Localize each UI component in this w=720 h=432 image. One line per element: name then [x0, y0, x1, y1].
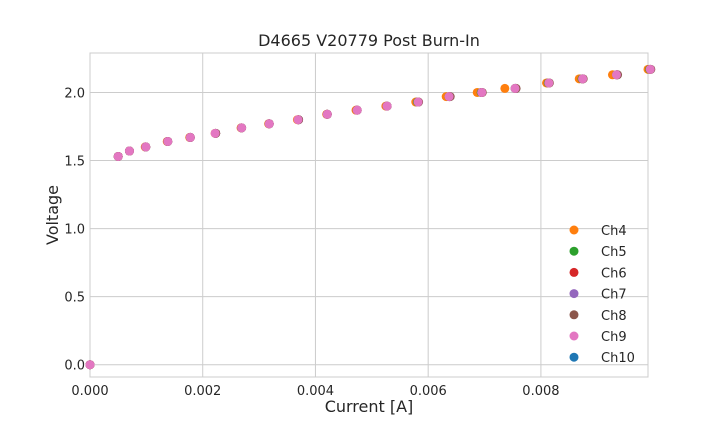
- data-point: [141, 142, 151, 152]
- data-point: [85, 360, 95, 370]
- legend-item-ch8: Ch8: [569, 309, 627, 324]
- series-ch9: [85, 64, 655, 370]
- data-point: [382, 101, 392, 111]
- y-tick-label: 1.0: [64, 223, 85, 238]
- legend-item-ch5: Ch5: [569, 245, 627, 260]
- legend-label: Ch5: [601, 245, 627, 260]
- legend-label: Ch8: [601, 309, 627, 324]
- y-axis-label: Voltage: [43, 185, 62, 245]
- x-axis-ticks: 0.000 0.002 0.004 0.006 0.008: [71, 384, 559, 399]
- y-axis-ticks: 0.0 0.5 1.0 1.5 2.0: [64, 86, 85, 373]
- data-point: [264, 119, 274, 129]
- legend-marker: [569, 225, 579, 235]
- x-tick-label: 0.000: [71, 384, 108, 399]
- data-point: [237, 123, 247, 133]
- legend-item-ch9: Ch9: [569, 330, 627, 345]
- legend-label: Ch9: [601, 330, 627, 345]
- data-point: [352, 105, 362, 115]
- plot-area: [89, 52, 649, 378]
- legend-item-ch7: Ch7: [569, 288, 627, 303]
- x-tick-label: 0.006: [410, 384, 447, 399]
- data-point: [113, 151, 123, 161]
- y-tick-label: 0.0: [64, 359, 85, 374]
- legend-label: Ch6: [601, 266, 627, 281]
- legend-item-ch10: Ch10: [569, 351, 635, 366]
- x-tick-label: 0.002: [184, 384, 221, 399]
- data-point: [163, 136, 173, 146]
- chart-title: D4665 V20779 Post Burn-In: [258, 31, 480, 50]
- data-point: [578, 74, 588, 84]
- data-point: [124, 146, 134, 156]
- x-tick-label: 0.004: [297, 384, 334, 399]
- legend-label: Ch10: [601, 351, 635, 366]
- data-points: [85, 64, 656, 370]
- y-tick-label: 2.0: [64, 86, 85, 101]
- data-point: [444, 92, 454, 102]
- legend-label: Ch4: [601, 224, 627, 239]
- data-point: [611, 70, 621, 80]
- legend-label: Ch7: [601, 288, 627, 303]
- legend-marker: [569, 352, 579, 362]
- x-axis-label: Current [A]: [325, 397, 414, 416]
- grid-lines: [89, 53, 648, 377]
- x-tick-label: 0.008: [522, 384, 559, 399]
- data-point: [645, 64, 655, 74]
- data-point: [544, 78, 554, 88]
- data-point: [500, 83, 510, 93]
- y-tick-label: 1.5: [64, 155, 85, 170]
- legend-item-ch4: Ch4: [569, 224, 627, 239]
- data-point: [210, 128, 220, 138]
- legend-marker: [569, 310, 579, 320]
- data-point: [185, 132, 195, 142]
- legend-marker: [569, 331, 579, 341]
- y-tick-label: 0.5: [64, 291, 85, 306]
- legend-marker: [569, 246, 579, 256]
- legend: Ch4 Ch5 Ch6 Ch7 Ch8 Ch9 Ch10: [569, 224, 635, 366]
- data-point: [477, 87, 487, 97]
- data-point: [322, 109, 332, 119]
- legend-marker: [569, 289, 579, 299]
- data-point: [510, 83, 520, 93]
- data-point: [293, 115, 303, 125]
- legend-item-ch6: Ch6: [569, 266, 627, 281]
- data-point: [413, 97, 423, 107]
- legend-marker: [569, 267, 579, 277]
